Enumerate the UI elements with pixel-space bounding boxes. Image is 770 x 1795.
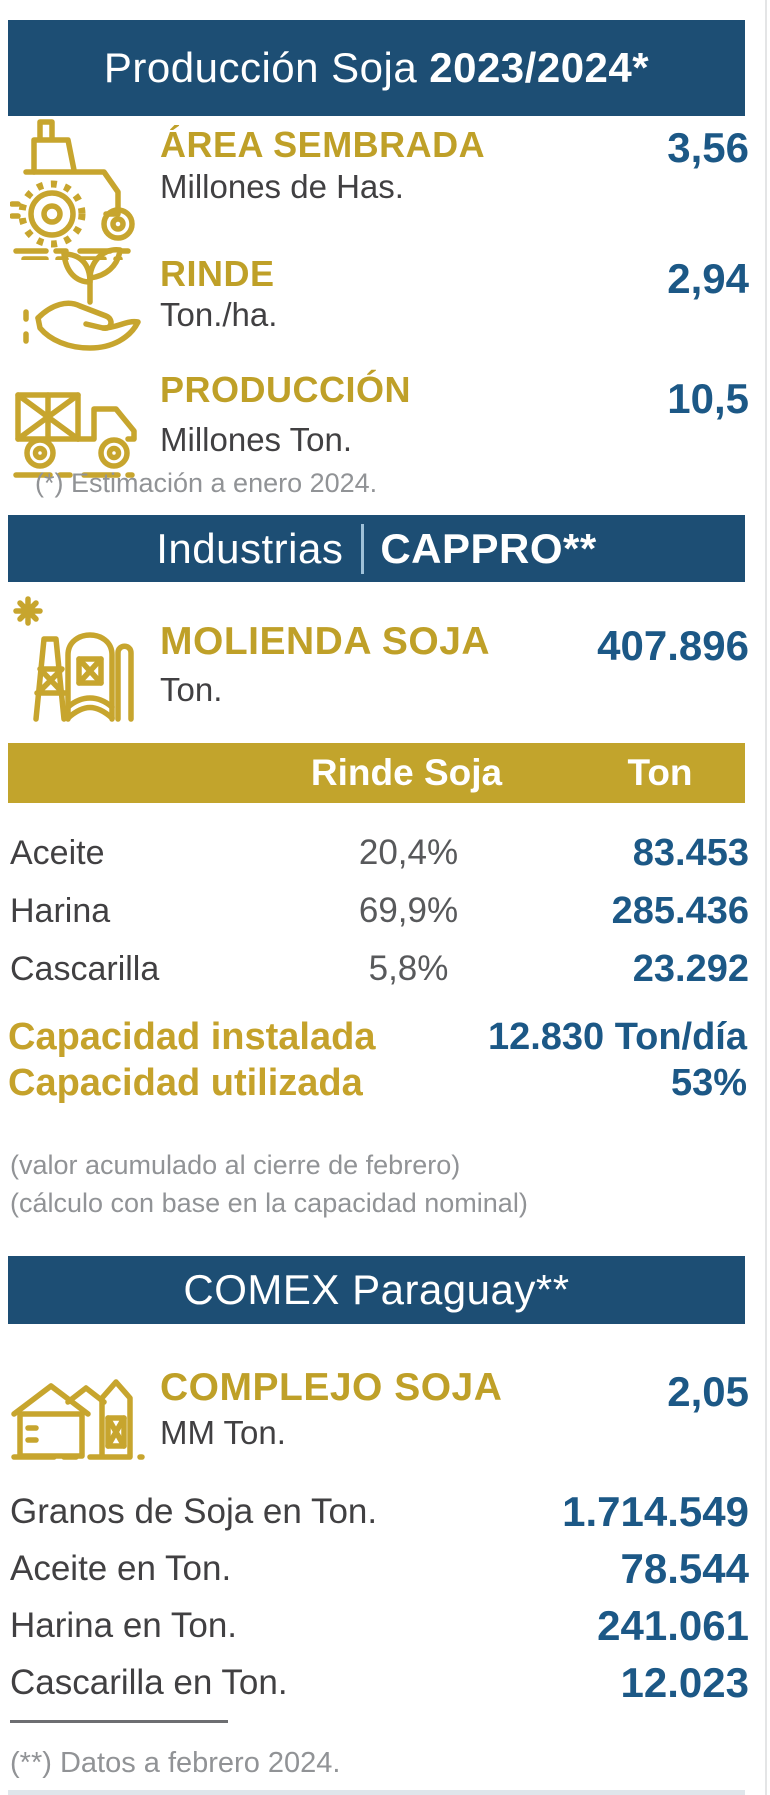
rinde-table-header: Rinde Soja Ton <box>8 743 745 803</box>
list-label: Cascarilla en Ton. <box>10 1663 288 1702</box>
list-value: 241.061 <box>597 1602 749 1649</box>
produccion-header-bar: Producción Soja 2023/2024* <box>8 20 745 116</box>
page-edge-line <box>765 0 767 1795</box>
capacidad-utilizada-label: Capacidad utilizada <box>8 1061 363 1104</box>
list-row-harina: Harina en Ton. 241.061 <box>8 1600 749 1652</box>
row-ton: 83.453 <box>632 831 749 874</box>
list-value: 78.544 <box>620 1545 749 1592</box>
list-label: Granos de Soja en Ton. <box>10 1492 378 1531</box>
list-row-cascarilla: Cascarilla en Ton. 12.023 <box>8 1657 749 1709</box>
molienda-value: 407.896 <box>597 622 749 669</box>
rinde-unit: Ton./ha. <box>160 296 278 333</box>
produccion-value: 10,5 <box>667 375 749 422</box>
truck-icon <box>10 361 152 483</box>
seedling-hand-icon <box>22 242 144 360</box>
produccion-unit: Millones Ton. <box>160 421 352 458</box>
area-sembrada-label: ÁREA SEMBRADA <box>160 124 486 165</box>
complejo-soja-value: 2,05 <box>667 1368 749 1415</box>
list-row-aceite: Aceite en Ton. 78.544 <box>8 1543 749 1595</box>
complejo-soja-label: COMPLEJO SOJA <box>160 1366 503 1409</box>
capacidad-instalada-label: Capacidad instalada <box>8 1015 376 1058</box>
estimacion-footnote: (*) Estimación a enero 2024. <box>35 468 378 498</box>
note-valor-acumulado: (valor acumulado al cierre de febrero) <box>10 1150 461 1180</box>
molienda-unit: Ton. <box>160 671 223 708</box>
list-value: 1.714.549 <box>562 1488 749 1535</box>
rinde-row: RINDE Ton./ha. 2,94 <box>8 240 749 360</box>
table-row-cascarilla: Cascarilla 5,8% 23.292 <box>8 944 749 994</box>
capacidad-utilizada-value: 53% <box>670 1061 747 1104</box>
barn-icon <box>10 1356 146 1464</box>
industrias-title: Industrias <box>156 524 344 572</box>
list-label: Aceite en Ton. <box>10 1549 232 1588</box>
rinde-soja-column-header: Rinde Soja <box>310 752 503 793</box>
header-separator <box>361 523 365 574</box>
row-ton: 23.292 <box>632 947 749 990</box>
next-section-bar-fragment <box>8 1790 745 1795</box>
row-pct: 69,9% <box>358 891 459 930</box>
table-row-harina: Harina 69,9% 285.436 <box>8 886 749 936</box>
comex-header-bar: COMEX Paraguay** <box>8 1256 745 1324</box>
table-row-aceite: Aceite 20,4% 83.453 <box>8 828 749 878</box>
complejo-soja-unit: MM Ton. <box>160 1414 286 1451</box>
produccion-season: 2023/2024* <box>429 44 650 91</box>
area-sembrada-unit: Millones de Has. <box>160 168 404 205</box>
list-value: 12.023 <box>620 1659 749 1706</box>
comex-title: COMEX Paraguay** <box>183 1266 570 1313</box>
row-name: Harina <box>10 891 111 930</box>
capacidad-utilizada-row: Capacidad utilizada 53% <box>8 1060 747 1106</box>
capacidad-instalada-row: Capacidad instalada 12.830 Ton/día <box>8 1014 747 1060</box>
note-calculo-base: (cálculo con base en la capacidad nomina… <box>10 1188 528 1218</box>
list-label: Harina en Ton. <box>10 1606 238 1645</box>
list-row-granos: Granos de Soja en Ton. 1.714.549 <box>8 1486 749 1538</box>
factory-icon <box>10 595 138 723</box>
capacidad-instalada-value: 12.830 Ton/día <box>487 1015 747 1058</box>
molienda-label: MOLIENDA SOJA <box>160 620 491 663</box>
footnote-divider <box>10 1720 228 1723</box>
rinde-label: RINDE <box>160 253 275 294</box>
rinde-value: 2,94 <box>667 255 749 302</box>
tractor-icon <box>10 108 145 260</box>
produccion-row: PRODUCCIÓN Millones Ton. 10,5 <box>8 355 749 478</box>
industrias-header-bar: Industrias CAPPRO** <box>8 515 745 582</box>
row-name: Cascarilla <box>10 949 160 988</box>
row-pct: 20,4% <box>358 833 459 872</box>
complejo-soja-row: COMPLEJO SOJA MM Ton. 2,05 <box>8 1348 749 1468</box>
area-sembrada-row: ÁREA SEMBRADA Millones de Has. 3,56 <box>8 100 749 270</box>
produccion-title: Producción Soja <box>103 44 418 91</box>
ton-column-header: Ton <box>627 752 693 793</box>
cappro-title: CAPPRO** <box>380 524 597 572</box>
row-ton: 285.436 <box>611 889 749 932</box>
produccion-label: PRODUCCIÓN <box>160 369 412 410</box>
row-pct: 5,8% <box>368 949 449 988</box>
datos-footnote: (**) Datos a febrero 2024. <box>10 1747 341 1779</box>
area-sembrada-value: 3,56 <box>667 124 749 171</box>
row-name: Aceite <box>10 833 105 872</box>
molienda-row: MOLIENDA SOJA Ton. 407.896 <box>8 595 749 725</box>
